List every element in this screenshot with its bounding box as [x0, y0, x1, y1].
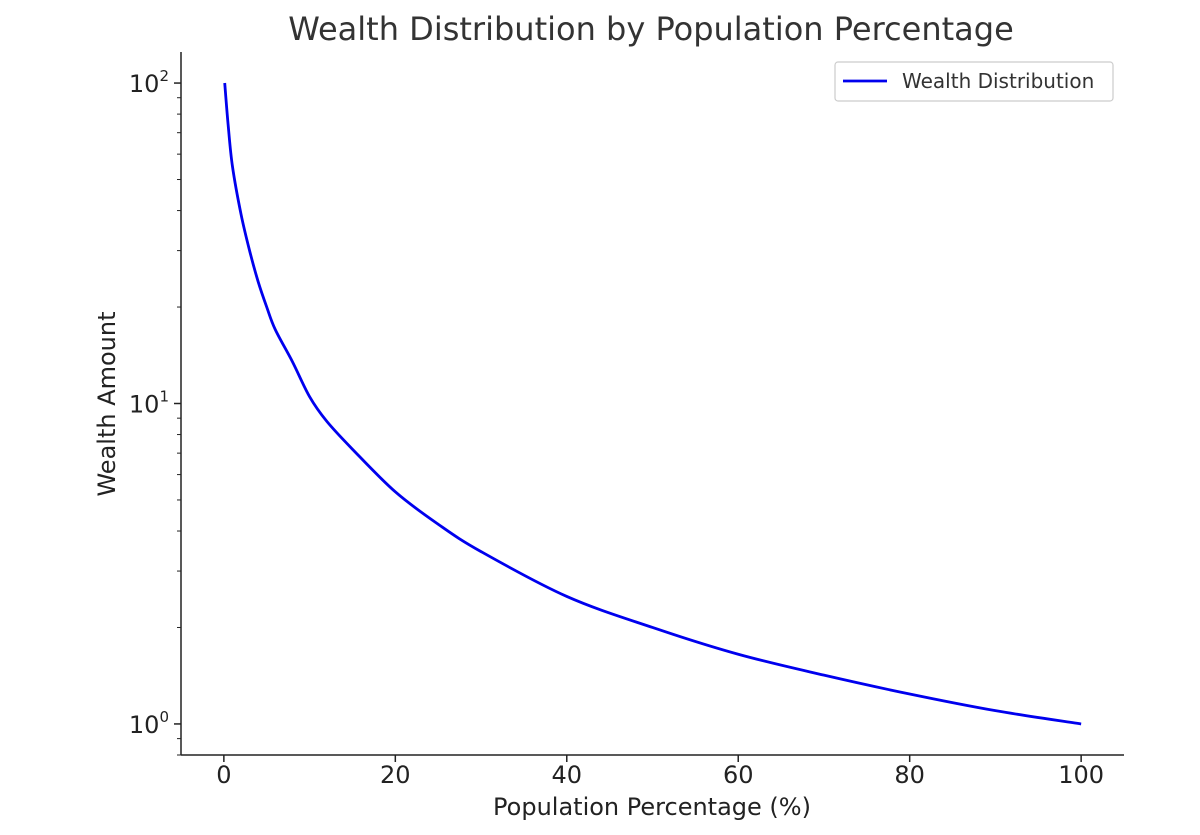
- x-ticks: 0 20 40 60 80 100: [216, 755, 1104, 789]
- legend: Wealth Distribution: [834, 61, 1114, 102]
- legend-label: Wealth Distribution: [902, 69, 1094, 93]
- y-tick-label: 100: [129, 708, 169, 739]
- y-axis-label: Wealth Amount: [93, 311, 121, 496]
- y-ticks: 100 101 102: [129, 67, 181, 739]
- y-tick-label: 101: [129, 388, 169, 419]
- x-tick-label: 100: [1058, 761, 1104, 789]
- x-tick-label: 0: [216, 761, 231, 789]
- x-tick-label: 60: [723, 761, 754, 789]
- x-axis-label: Population Percentage (%): [493, 793, 811, 821]
- y-minor-ticks: [177, 97, 181, 756]
- y-tick-label: 102: [129, 67, 169, 98]
- chart-title: Wealth Distribution by Population Percen…: [288, 10, 1014, 48]
- x-tick-label: 20: [380, 761, 411, 789]
- x-tick-label: 40: [551, 761, 582, 789]
- legend-box: [834, 61, 1114, 102]
- plot-area: 0 20 40 60 80 100 100 101 102: [129, 52, 1124, 789]
- x-tick-label: 80: [894, 761, 925, 789]
- series-line-wealth-distribution: [223, 82, 1082, 726]
